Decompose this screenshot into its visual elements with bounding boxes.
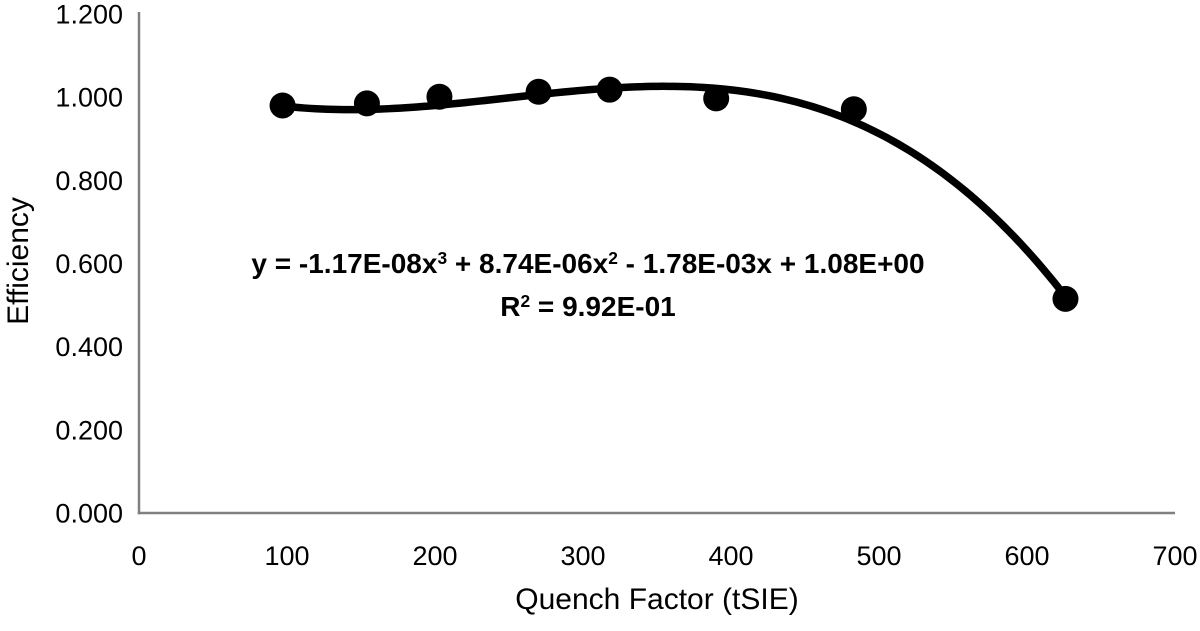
y-tick-label: 1.000 bbox=[55, 83, 123, 113]
x-tick-label: 600 bbox=[1004, 541, 1049, 571]
x-tick-label: 200 bbox=[412, 541, 457, 571]
x-axis-title: Quench Factor (tSIE) bbox=[515, 583, 799, 616]
equation-text: y = -1.17E-08x bbox=[251, 248, 438, 279]
y-tick-label: 0.800 bbox=[55, 166, 123, 196]
data-point-marker bbox=[596, 76, 623, 103]
y-axis-title: Efficiency bbox=[2, 197, 35, 325]
x-tick-label: 100 bbox=[264, 541, 309, 571]
equation-text: + 8.74E-06x bbox=[447, 248, 609, 279]
data-point-marker bbox=[703, 85, 730, 112]
x-tick-label: 700 bbox=[1152, 541, 1197, 571]
equation-superscript: 2 bbox=[608, 248, 618, 269]
data-point-marker bbox=[426, 83, 453, 110]
equation-text: - 1.78E-03x + 1.08E+00 bbox=[617, 248, 925, 279]
y-tick-label: 0.200 bbox=[55, 415, 123, 445]
y-tick-label: 1.200 bbox=[55, 0, 123, 30]
r-squared-text: R bbox=[500, 291, 521, 322]
r-squared-text: = 9.92E-01 bbox=[530, 291, 676, 322]
trendline-equation: y = -1.17E-08x3 + 8.74E-06x2 - 1.78E-03x… bbox=[188, 244, 988, 330]
y-tick-label: 0.400 bbox=[55, 332, 123, 362]
x-tick-label: 0 bbox=[131, 541, 146, 571]
r-squared-line: R2 = 9.92E-01 bbox=[188, 287, 988, 330]
r-squared-superscript: 2 bbox=[520, 291, 531, 312]
x-tick-label: 400 bbox=[708, 541, 753, 571]
data-point-marker bbox=[525, 78, 552, 105]
data-point-marker bbox=[353, 90, 380, 117]
trendline-curve bbox=[278, 82, 1070, 301]
x-tick-label: 500 bbox=[856, 541, 901, 571]
equation-line: y = -1.17E-08x3 + 8.74E-06x2 - 1.78E-03x… bbox=[188, 244, 988, 287]
data-point-marker bbox=[840, 96, 867, 123]
data-point-marker bbox=[1052, 285, 1079, 312]
y-tick-label: 0.000 bbox=[55, 499, 123, 529]
data-point-marker bbox=[269, 92, 296, 119]
y-tick-label: 0.600 bbox=[55, 249, 123, 279]
x-tick-label: 300 bbox=[560, 541, 605, 571]
equation-superscript: 3 bbox=[437, 248, 448, 269]
